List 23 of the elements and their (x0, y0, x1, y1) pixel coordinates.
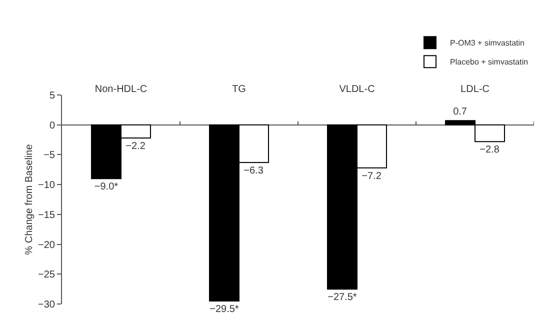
y-tick-label: 0 (49, 120, 56, 132)
data-label: −27.5* (328, 292, 357, 304)
x-tick-label: Non-HDL-C (94, 84, 148, 95)
x-tick-label: TG (232, 84, 246, 95)
data-label: −6.3 (244, 165, 264, 176)
y-tick-label: −10 (38, 180, 56, 192)
data-label: −2.8 (480, 144, 500, 156)
x-tick-label: LDL-C (460, 84, 490, 95)
x-tick-label: VLDL-C (339, 84, 375, 95)
y-tick-label: −25 (38, 270, 56, 281)
data-label: −7.2 (362, 170, 382, 182)
y-axis-title: % Change from Baseline (24, 144, 35, 255)
y-tick-label: −5 (44, 150, 56, 162)
data-label: −2.2 (126, 140, 146, 152)
y-tick-label: −20 (38, 240, 56, 251)
legend-label: Placebo + simvastatin (450, 58, 528, 67)
legend-label: P-OM3 + simvastatin (450, 38, 524, 48)
y-tick-label: −30 (38, 300, 56, 310)
y-tick-label: 5 (49, 90, 56, 102)
y-tick-label: −15 (38, 210, 56, 221)
data-label: 0.7 (453, 106, 468, 118)
data-label: −29.5* (210, 304, 239, 316)
data-label: −9.0* (94, 182, 118, 193)
